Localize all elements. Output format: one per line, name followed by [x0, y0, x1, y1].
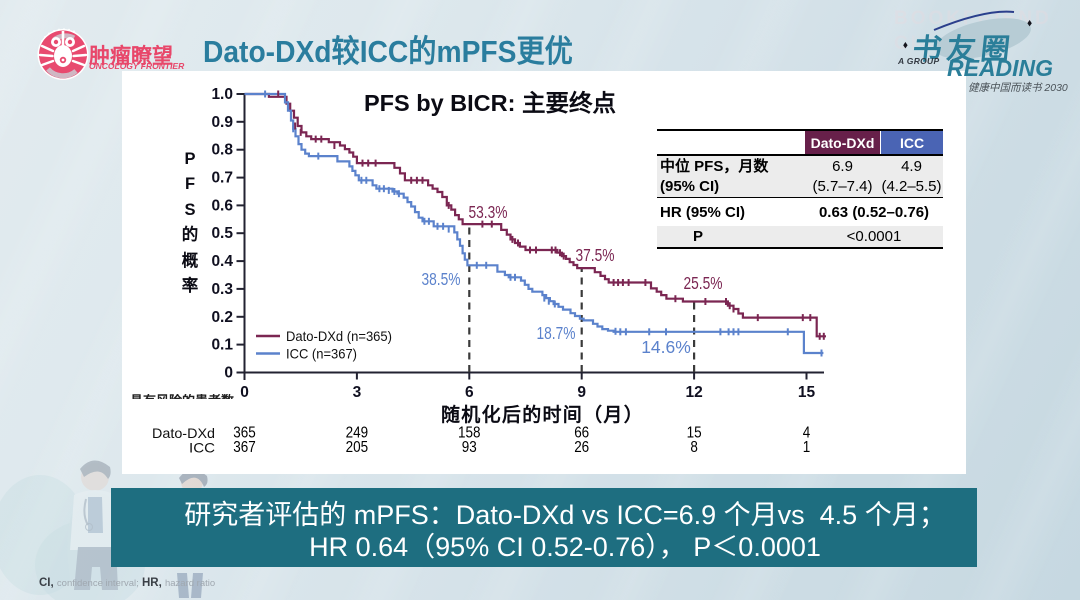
svg-text:6: 6 — [465, 384, 474, 401]
svg-text:8: 8 — [690, 439, 698, 456]
svg-text:1: 1 — [803, 439, 811, 456]
svg-text:0.3: 0.3 — [211, 281, 233, 298]
svg-text:37.5%: 37.5% — [576, 245, 615, 265]
svg-text:365: 365 — [233, 425, 256, 442]
svg-text:3: 3 — [353, 384, 362, 401]
svg-text:0.9: 0.9 — [211, 114, 233, 131]
svg-text:25.5%: 25.5% — [684, 273, 723, 293]
svg-text:0.8: 0.8 — [211, 142, 233, 159]
svg-text:ICC (n=367): ICC (n=367) — [286, 346, 357, 362]
svg-text:0.7: 0.7 — [211, 170, 233, 187]
svg-text:26: 26 — [574, 439, 589, 456]
svg-text:0.4: 0.4 — [211, 253, 233, 270]
svg-text:9: 9 — [577, 384, 586, 401]
svg-text:367: 367 — [233, 439, 256, 456]
svg-text:249: 249 — [346, 425, 369, 442]
svg-text:0: 0 — [224, 365, 233, 382]
svg-text:0.1: 0.1 — [211, 337, 233, 354]
svg-text:53.3%: 53.3% — [469, 202, 508, 222]
svg-text:ICC: ICC — [189, 440, 215, 456]
svg-text:0: 0 — [240, 384, 249, 401]
svg-text:93: 93 — [462, 439, 477, 456]
svg-text:12: 12 — [685, 384, 702, 401]
svg-text:Dato-DXd (n=365): Dato-DXd (n=365) — [286, 328, 392, 344]
svg-text:15: 15 — [687, 425, 702, 442]
svg-text:18.7%: 18.7% — [537, 323, 576, 343]
svg-text:158: 158 — [458, 425, 481, 442]
svg-text:0.2: 0.2 — [211, 309, 233, 326]
svg-text:66: 66 — [574, 425, 589, 442]
svg-text:15: 15 — [798, 384, 816, 401]
svg-text:1.0: 1.0 — [211, 86, 233, 103]
svg-text:38.5%: 38.5% — [422, 269, 461, 289]
svg-text:Dato-DXd: Dato-DXd — [152, 425, 215, 441]
svg-text:205: 205 — [346, 439, 369, 456]
svg-text:0.5: 0.5 — [211, 225, 233, 242]
svg-text:4: 4 — [803, 425, 811, 442]
svg-text:0.6: 0.6 — [211, 197, 233, 214]
svg-text:14.6%: 14.6% — [641, 337, 691, 357]
